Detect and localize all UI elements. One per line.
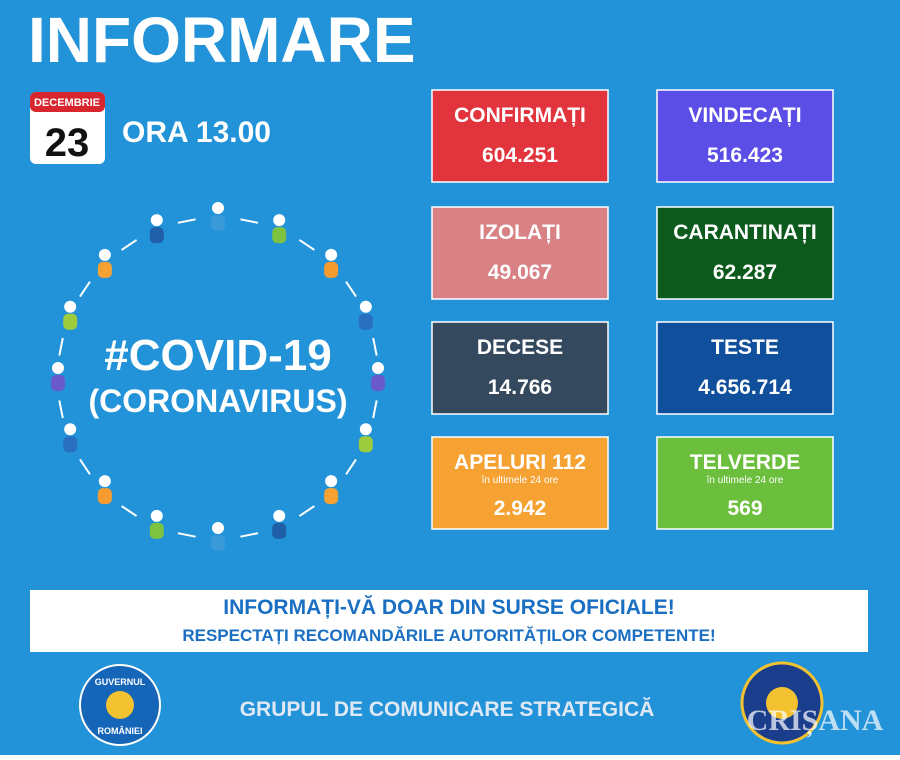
card-label: DECESE <box>477 336 563 359</box>
person-body <box>149 227 164 244</box>
time: ORA 13.00 <box>122 116 271 149</box>
title: INFORMARE <box>28 4 416 76</box>
logo-text: GUVERNUL <box>95 677 146 687</box>
card <box>656 321 834 415</box>
arrow <box>58 400 64 419</box>
person-head <box>98 248 111 261</box>
month: DECEMBRIE <box>34 97 100 109</box>
person-head <box>150 509 163 522</box>
logo-crest <box>106 691 134 719</box>
person-body <box>149 522 164 539</box>
emblem-line1: #COVID-19 <box>104 331 331 380</box>
arrow <box>372 337 378 356</box>
arrow <box>298 505 315 517</box>
card <box>431 89 609 183</box>
card-value: 49.067 <box>488 261 552 284</box>
card-label: APELURI 112 <box>454 451 586 474</box>
calendar: DECEMBRIE 23 <box>30 92 105 165</box>
arrow <box>240 532 259 538</box>
person-body <box>324 261 339 278</box>
person-body <box>63 313 78 330</box>
banner-line2: RESPECTAȚI RECOMANDĂRILE AUTORITĂȚILOR C… <box>182 626 715 645</box>
person-body <box>211 535 225 551</box>
banner <box>30 590 868 652</box>
watermark: CRIȘANA <box>747 704 884 738</box>
calendar-top <box>30 92 105 112</box>
card-label: IZOLAȚI <box>479 221 561 244</box>
person-head <box>273 509 286 522</box>
people-ring <box>51 202 385 551</box>
person-head <box>98 475 111 488</box>
card-label: CARANTINAȚI <box>673 221 816 244</box>
card <box>656 206 834 300</box>
person-body <box>371 375 385 391</box>
person-body <box>97 488 112 505</box>
card-note: în ultimele 24 ore <box>481 475 559 486</box>
arrow <box>121 505 138 517</box>
card <box>431 436 609 530</box>
person-head <box>273 214 286 227</box>
arrow <box>345 458 357 475</box>
arrow <box>58 337 64 356</box>
card-value: 516.423 <box>707 144 783 167</box>
person-head <box>212 202 224 214</box>
cards: CONFIRMAȚI 604.251 VINDECAȚI 516.423 IZOLAȚI… <box>431 89 834 530</box>
card-label: TESTE <box>711 336 779 359</box>
person-head <box>359 300 372 313</box>
arrow <box>79 458 91 475</box>
arrow <box>177 218 196 224</box>
card <box>656 436 834 530</box>
person-head <box>52 362 64 374</box>
arrow <box>177 532 196 538</box>
person-head <box>64 300 77 313</box>
arrow <box>372 400 378 419</box>
arrow <box>79 281 91 298</box>
person-head <box>212 522 224 534</box>
card-label: CONFIRMAȚI <box>454 104 586 127</box>
person-head <box>150 214 163 227</box>
arrow <box>298 239 315 251</box>
person-body <box>358 436 373 453</box>
logo-crest <box>766 687 798 719</box>
card-label: VINDECAȚI <box>688 104 801 127</box>
card <box>431 206 609 300</box>
card-value: 2.942 <box>494 497 547 520</box>
person-body <box>211 215 225 231</box>
person-body <box>63 436 78 453</box>
logo-text: ROMÂNIEI <box>98 725 143 736</box>
card-note: în ultimele 24 ore <box>706 475 784 486</box>
person-body <box>272 522 287 539</box>
person-body <box>324 488 339 505</box>
card <box>431 321 609 415</box>
person-body <box>272 227 287 244</box>
day: 23 <box>45 121 90 165</box>
arrow <box>345 281 357 298</box>
footer-text: GRUPUL DE COMUNICARE STRATEGICĂ <box>240 698 655 721</box>
banner-line1: INFORMAȚI-VĂ DOAR DIN SURSE OFICIALE! <box>223 596 675 619</box>
person-head <box>359 423 372 436</box>
person-head <box>64 423 77 436</box>
person-body <box>97 261 112 278</box>
emblem-line2: (CORONAVIRUS) <box>89 383 348 419</box>
card-label: TELVERDE <box>690 451 800 474</box>
person-body <box>358 313 373 330</box>
card-value: 62.287 <box>713 261 777 284</box>
arrow <box>121 239 138 251</box>
card-value: 14.766 <box>488 376 552 399</box>
person-head <box>372 362 384 374</box>
arrow <box>240 218 259 224</box>
card-value: 604.251 <box>482 144 558 167</box>
logo-right <box>740 661 824 745</box>
person-body <box>51 375 65 391</box>
person-head <box>325 248 338 261</box>
card <box>656 89 834 183</box>
card-value: 569 <box>727 497 762 520</box>
card-value: 4.656.714 <box>698 376 792 399</box>
person-head <box>325 475 338 488</box>
logo-left: GUVERNUL ROMÂNIEI <box>79 664 161 746</box>
